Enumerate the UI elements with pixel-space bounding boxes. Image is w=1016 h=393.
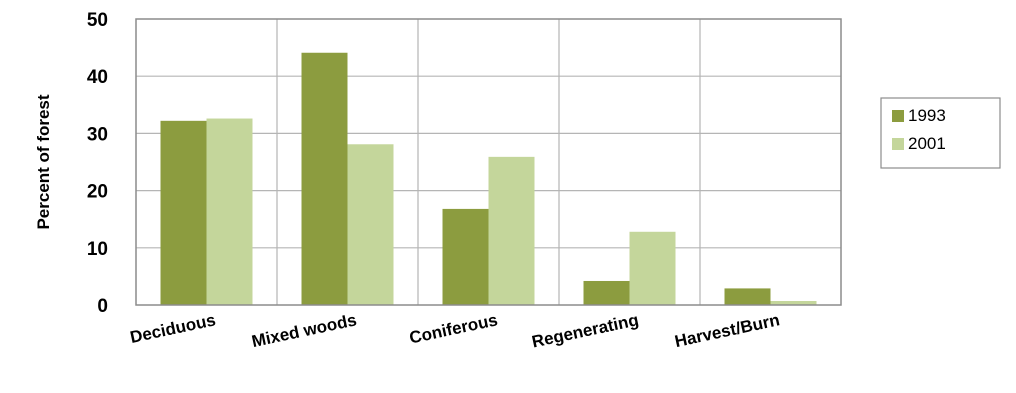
x-category-label: Coniferous	[408, 310, 500, 347]
legend-swatch-1993	[892, 110, 904, 122]
y-tick-label: 50	[87, 10, 108, 31]
legend-box	[880, 97, 1001, 169]
x-category-label: Regenerating	[530, 310, 640, 351]
bars	[160, 52, 817, 305]
y-tick-label: 20	[87, 182, 108, 203]
plot-area-border	[135, 18, 842, 306]
legend-swatch-2001	[892, 138, 904, 150]
x-axis-labels: Deciduous Mixed woods Coniferous Regenerati…	[128, 310, 781, 351]
bar-2001-mixed-woods	[347, 144, 394, 305]
legend-label-1993: 1993	[908, 106, 946, 125]
bar-2001-regenerating	[629, 231, 676, 305]
y-tick-label: 0	[97, 296, 108, 317]
bar-1993-coniferous	[442, 208, 489, 305]
bar-1993-mixed-woods	[301, 52, 348, 305]
y-axis-ticks: 0 10 20 30 40 50	[87, 10, 108, 317]
bar-1993-regenerating	[583, 280, 630, 305]
bar-1993-harvest-burn	[724, 288, 771, 305]
x-category-label: Deciduous	[128, 310, 217, 347]
bar-2001-deciduous	[206, 118, 253, 305]
y-axis-title: Percent of forest	[34, 94, 53, 229]
bar-2001-harvest-burn	[770, 300, 817, 305]
bar-2001-coniferous	[488, 156, 535, 305]
y-tick-label: 10	[87, 239, 108, 260]
x-category-label: Harvest/Burn	[673, 310, 781, 351]
bar-1993-deciduous	[160, 120, 207, 305]
x-category-label: Mixed woods	[250, 310, 358, 351]
legend: 1993 2001	[880, 97, 1001, 169]
legend-label-2001: 2001	[908, 134, 946, 153]
gridlines	[136, 19, 841, 305]
y-tick-label: 30	[87, 124, 108, 145]
y-tick-label: 40	[87, 67, 108, 88]
